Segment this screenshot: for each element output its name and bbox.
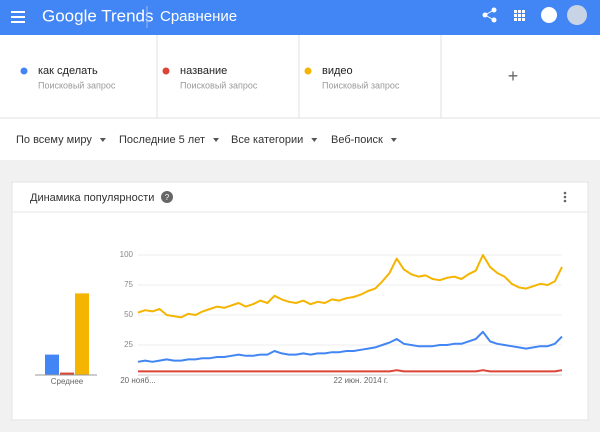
card-title: Динамика популярности (30, 192, 154, 204)
add-term[interactable]: + (508, 66, 519, 86)
dropdown-arrow (99, 138, 106, 142)
app-name[interactable]: Google Trends (42, 6, 154, 25)
term-sublabel: Поисковый запрос (180, 80, 258, 90)
bar (60, 372, 74, 375)
filter-dropdown[interactable]: Последние 5 лет (119, 134, 205, 146)
notifications-icon[interactable] (541, 7, 557, 23)
filter-dropdown[interactable]: Веб-поиск (331, 134, 383, 146)
x-axis-label: Среднее (51, 377, 84, 386)
term-label[interactable]: название (180, 65, 227, 77)
filter-dropdown[interactable]: По всему миру (16, 134, 92, 146)
page-title: Сравнение (160, 8, 237, 25)
more-icon[interactable] (563, 191, 567, 203)
dropdown-arrow (311, 138, 318, 142)
term-label[interactable]: как сделать (38, 65, 98, 77)
help-icon[interactable] (161, 191, 173, 203)
term-dot (304, 67, 312, 75)
share-icon[interactable] (482, 7, 497, 23)
dropdown-arrow (390, 138, 397, 142)
help-icon: ? (165, 193, 170, 202)
series-line (137, 254, 563, 319)
explore-panel (0, 35, 600, 160)
bar (75, 293, 89, 375)
term-dot (162, 67, 170, 75)
bar (45, 354, 59, 375)
term-sublabel: Поисковый запрос (322, 80, 400, 90)
x-tick-label: 20 нояб... (120, 376, 156, 385)
series-line (137, 330, 563, 363)
term-label[interactable]: видео (322, 65, 353, 77)
menu-icon[interactable] (11, 11, 25, 23)
y-tick-label: 75 (124, 280, 133, 289)
x-tick-label: 22 июн. 2014 г. (333, 376, 388, 385)
filter-dropdown[interactable]: Все категории (231, 134, 303, 146)
y-tick-label: 100 (120, 250, 134, 259)
y-tick-label: 50 (124, 310, 133, 319)
term-sublabel: Поисковый запрос (38, 80, 116, 90)
app-bar (0, 0, 600, 35)
avatar[interactable] (567, 5, 587, 25)
apps-icon[interactable] (514, 10, 525, 21)
term-dot (20, 67, 28, 75)
y-tick-label: 25 (124, 340, 133, 349)
dropdown-arrow (213, 138, 220, 142)
series-line (138, 369, 563, 373)
